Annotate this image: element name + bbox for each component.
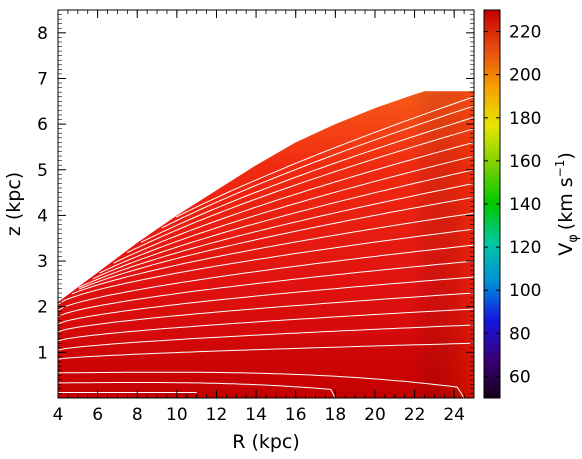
colorbar-tick-label: 220 bbox=[509, 23, 541, 43]
contour-line bbox=[113, 141, 474, 264]
contour-line bbox=[58, 228, 474, 305]
plot-area bbox=[58, 91, 474, 398]
contour-line bbox=[78, 183, 474, 289]
colorbar-label-unit-exponent: −1 bbox=[553, 160, 567, 178]
colorbar-tick-label: 120 bbox=[509, 238, 541, 258]
y-axis: 1 2 3 4 5 6 7 8 bbox=[37, 9, 474, 399]
x-tick-label: 6 bbox=[92, 405, 103, 425]
contour-line bbox=[99, 155, 474, 274]
y-axis-label: z (kpc) bbox=[3, 172, 25, 236]
contour-line bbox=[58, 244, 474, 311]
contour-line bbox=[127, 128, 474, 254]
colorbar-tick-label: 180 bbox=[509, 109, 541, 129]
colorbar-label-unit: (km s bbox=[555, 177, 577, 230]
y-tick-label: 4 bbox=[37, 206, 48, 226]
colorbar: 60 80 100 120 140 160 180 200 220 Vφ (km s−1) bbox=[483, 9, 581, 399]
contour-line bbox=[58, 276, 474, 325]
y-tick-label: 1 bbox=[37, 343, 48, 363]
x-axis-label: R (kpc) bbox=[232, 431, 300, 453]
contour-line bbox=[58, 260, 474, 318]
colorbar-tick-label: 60 bbox=[509, 367, 531, 387]
y-tick-label: 2 bbox=[37, 298, 48, 318]
y-tick-label: 5 bbox=[37, 161, 48, 181]
contour-line bbox=[71, 212, 474, 295]
contour-line bbox=[58, 342, 474, 360]
x-tick-label: 14 bbox=[245, 405, 267, 425]
colorbar-label: Vφ (km s−1) bbox=[553, 152, 581, 256]
heatmap-region-edge-tint bbox=[58, 91, 474, 398]
colorbar-tick-label: 100 bbox=[509, 281, 541, 301]
x-tick-label: 10 bbox=[166, 405, 188, 425]
y-tick-label: 6 bbox=[37, 115, 48, 135]
colorbar-tick-label: 160 bbox=[509, 152, 541, 172]
contour-lines bbox=[58, 96, 474, 398]
colorbar-tick-label: 140 bbox=[509, 195, 541, 215]
x-tick-label: 24 bbox=[443, 405, 465, 425]
x-tick-label: 18 bbox=[325, 405, 347, 425]
x-tick-label: 12 bbox=[206, 405, 228, 425]
x-tick-label: 20 bbox=[364, 405, 386, 425]
colorbar-tick-label: 200 bbox=[509, 66, 541, 86]
contour-line bbox=[140, 116, 474, 243]
y-tick-label: 7 bbox=[37, 69, 48, 89]
colorbar-label-unit-close: ) bbox=[555, 152, 577, 159]
y-tick-label: 3 bbox=[37, 252, 48, 272]
y-tick-label: 8 bbox=[37, 24, 48, 44]
contour-line bbox=[58, 382, 336, 398]
colorbar-tick-label: 80 bbox=[509, 324, 531, 344]
contour-line bbox=[161, 105, 474, 229]
contour-line bbox=[92, 169, 474, 280]
contour-line bbox=[58, 324, 474, 351]
colorbar-label-symbol: V bbox=[555, 243, 577, 256]
colorbar-label-subscript: φ bbox=[566, 234, 581, 243]
x-tick-label: 8 bbox=[132, 405, 143, 425]
contour-line bbox=[58, 292, 474, 333]
contour-line bbox=[175, 96, 474, 218]
contour-line bbox=[78, 196, 474, 290]
x-tick-label: 4 bbox=[53, 405, 64, 425]
x-axis: 4 6 8 10 12 14 16 18 20 22 24 bbox=[53, 10, 475, 425]
x-tick-label: 22 bbox=[404, 405, 426, 425]
contour-line bbox=[58, 308, 474, 342]
colorbar-ticks: 60 80 100 120 140 160 180 200 220 bbox=[484, 23, 541, 387]
contour-line bbox=[58, 371, 465, 398]
x-tick-label: 16 bbox=[285, 405, 307, 425]
